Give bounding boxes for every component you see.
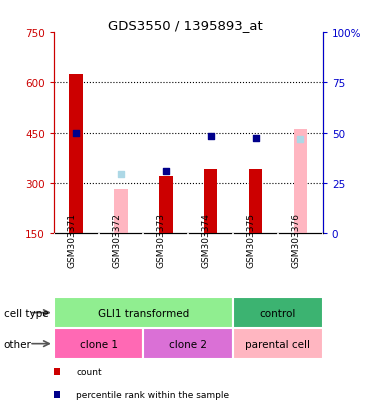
Text: GSM303374: GSM303374	[202, 212, 211, 267]
Bar	[159, 177, 173, 233]
Text: percentile rank within the sample: percentile rank within the sample	[76, 390, 229, 399]
Bar	[69, 75, 83, 233]
Text: other: other	[4, 339, 32, 349]
Bar	[249, 170, 262, 233]
Text: GSM303376: GSM303376	[291, 212, 301, 267]
Text: count: count	[76, 367, 102, 376]
Bar	[233, 328, 323, 359]
Text: control: control	[260, 308, 296, 318]
Bar	[293, 130, 307, 233]
Text: GLI1 transformed: GLI1 transformed	[98, 308, 189, 318]
Point	[298, 137, 303, 143]
Text: GSM303372: GSM303372	[112, 212, 121, 267]
Bar	[114, 190, 128, 233]
Bar	[54, 328, 144, 359]
Text: GSM303371: GSM303371	[67, 212, 76, 267]
Point	[253, 135, 259, 142]
Bar	[233, 297, 323, 328]
Text: GSM303373: GSM303373	[157, 212, 166, 267]
Text: parental cell: parental cell	[246, 339, 311, 349]
Text: GSM303375: GSM303375	[246, 212, 256, 267]
Bar	[204, 170, 217, 233]
Point	[73, 130, 79, 136]
Text: GDS3550 / 1395893_at: GDS3550 / 1395893_at	[108, 19, 263, 31]
Text: clone 2: clone 2	[169, 339, 207, 349]
Bar	[54, 297, 233, 328]
Point	[118, 172, 124, 178]
Point	[208, 133, 214, 140]
Text: clone 1: clone 1	[80, 339, 118, 349]
Point	[163, 168, 169, 175]
Bar	[144, 328, 233, 359]
Text: cell type: cell type	[4, 308, 48, 318]
